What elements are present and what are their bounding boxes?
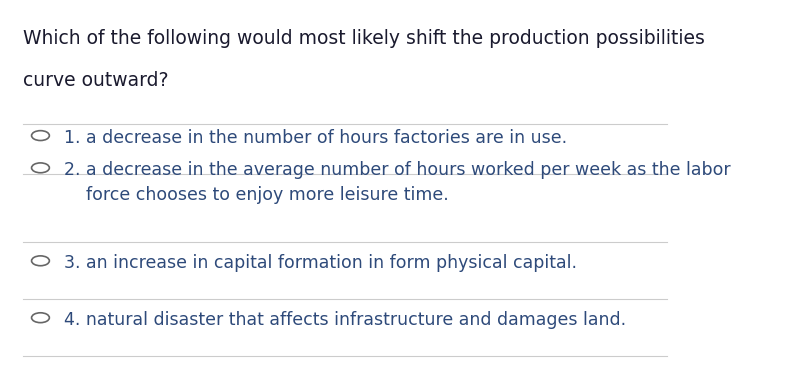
Text: 1. a decrease in the number of hours factories are in use.: 1. a decrease in the number of hours fac… xyxy=(64,129,568,147)
Text: 2. a decrease in the average number of hours worked per week as the labor
    fo: 2. a decrease in the average number of h… xyxy=(64,161,731,204)
Text: 4. natural disaster that affects infrastructure and damages land.: 4. natural disaster that affects infrast… xyxy=(64,311,626,329)
Text: curve outward?: curve outward? xyxy=(23,71,169,90)
Text: Which of the following would most likely shift the production possibilities: Which of the following would most likely… xyxy=(23,29,705,49)
Text: 3. an increase in capital formation in form physical capital.: 3. an increase in capital formation in f… xyxy=(64,254,577,272)
